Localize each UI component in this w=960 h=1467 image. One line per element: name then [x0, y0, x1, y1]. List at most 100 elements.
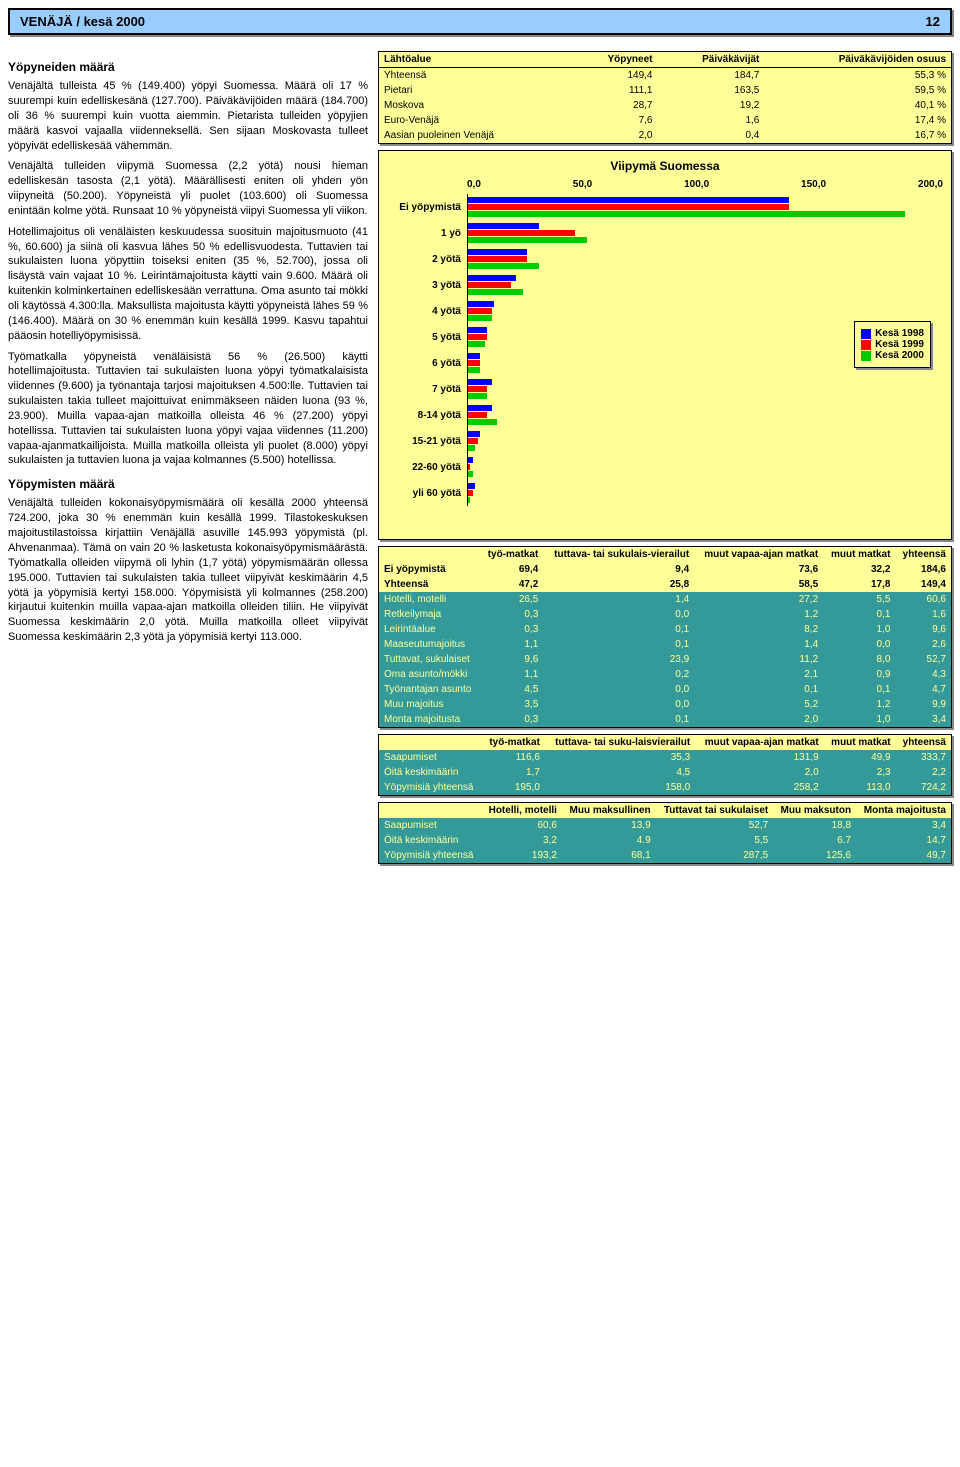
chart-title: Viipymä Suomessa [387, 159, 943, 173]
table-cell: 52,7 [895, 652, 951, 667]
table-cell: 32,2 [823, 562, 895, 577]
table-cell: 149,4 [570, 68, 657, 84]
table-cell: 49,9 [824, 750, 896, 765]
table-cell: 4,5 [545, 765, 695, 780]
table-cell: 3,5 [480, 697, 543, 712]
table-origin: LähtöalueYöpyneetPäiväkävijätPäiväkävijö… [378, 51, 952, 144]
chart-bar [468, 334, 487, 340]
table-cell: 0,1 [823, 682, 895, 697]
table-cell: 333,7 [896, 750, 952, 765]
table-cell: 1,6 [658, 113, 765, 128]
chart-bar [468, 445, 475, 451]
table-cell: Pietari [379, 83, 571, 98]
table-cell: 25,8 [543, 577, 694, 592]
chart-bar [468, 289, 523, 295]
table-cell: 6.7 [773, 833, 856, 848]
table-cell: 8,2 [694, 622, 823, 637]
table-cell: 724,2 [896, 780, 952, 796]
table-cell: 163,5 [658, 83, 765, 98]
table-header: Monta majoitusta [856, 803, 951, 819]
legend-item: Kesä 1999 [861, 339, 924, 350]
table-cell: Yöpymisiä yhteensä [379, 780, 483, 796]
chart-bar [468, 483, 475, 489]
table-header: tuttava- tai suku-laisvierailut [545, 735, 695, 751]
table-header [379, 803, 482, 819]
text-column: Yöpyneiden määrä Venäjältä tulleista 45 … [8, 51, 368, 870]
table-cell: 116,6 [482, 750, 545, 765]
table-cell: 1,6 [895, 607, 951, 622]
table-cell: 47,2 [480, 577, 543, 592]
table-cell: 17,8 [823, 577, 895, 592]
chart-row: 2 yötä [387, 246, 943, 272]
table-cell: 1,4 [694, 637, 823, 652]
chart-legend: Kesä 1998Kesä 1999Kesä 2000 [854, 321, 931, 368]
table-cell: 111,1 [570, 83, 657, 98]
table-header: muut matkat [824, 735, 896, 751]
table-cell: 28,7 [570, 98, 657, 113]
chart-row-label: yli 60 yötä [387, 488, 467, 499]
table-cell: 0,3 [480, 607, 543, 622]
table-cell: 16,7 % [764, 128, 951, 144]
table-cell: Tuttavat, sukulaiset [379, 652, 481, 667]
table-header: tuttava- tai sukulais-vierailut [543, 547, 694, 563]
para-1: Venäjältä tulleista 45 % (149.400) yöpyi… [8, 79, 368, 153]
table-cell: 60,6 [895, 592, 951, 607]
table-cell: 0,3 [480, 712, 543, 728]
chart-row-label: 6 yötä [387, 358, 467, 369]
table-accommodation: työ-matkattuttava- tai sukulais-vierailu… [378, 546, 952, 728]
chart-bar [468, 464, 470, 470]
table-cell: 5,5 [656, 833, 774, 848]
table-cell: 73,6 [694, 562, 823, 577]
table-cell: 0,1 [823, 607, 895, 622]
table-cell: 1,1 [480, 667, 543, 682]
table-header: Muu maksullinen [562, 803, 656, 819]
chart-bar [468, 204, 789, 210]
chart-row-label: 2 yötä [387, 254, 467, 265]
heading-1: Yöpyneiden määrä [8, 59, 368, 75]
table-cell: 1,4 [543, 592, 694, 607]
table-cell: Ei yöpymistä [379, 562, 481, 577]
chart-bar [468, 249, 527, 255]
table-cell: 59,5 % [764, 83, 951, 98]
table-arrivals-purpose: työ-matkattuttava- tai suku-laisvierailu… [378, 734, 952, 796]
table-cell: Yöpymisiä yhteensä [379, 848, 482, 864]
table-cell: 26,5 [480, 592, 543, 607]
table-header: yhteensä [895, 547, 951, 563]
para-2: Venäjältä tulleiden viipymä Suomessa (2,… [8, 159, 368, 218]
chart-bar [468, 211, 905, 217]
chart-row-label: 7 yötä [387, 384, 467, 395]
table-header: muut vapaa-ajan matkat [695, 735, 823, 751]
table-cell: 18,8 [773, 818, 856, 833]
heading-2: Yöpymisten määrä [8, 476, 368, 492]
chart-bar [468, 419, 497, 425]
table-cell: 19,2 [658, 98, 765, 113]
table-header: muut vapaa-ajan matkat [694, 547, 823, 563]
table-cell: 2,0 [695, 765, 823, 780]
chart-bar [468, 197, 789, 203]
stay-duration-chart: Viipymä Suomessa 0,050,0100,0150,0200,0 … [378, 150, 952, 540]
table-header: Päiväkävijöiden osuus [764, 52, 951, 68]
table-cell: 0,0 [823, 637, 895, 652]
table-cell: 11,2 [694, 652, 823, 667]
table-cell: 5,2 [694, 697, 823, 712]
table-cell: Monta majoitusta [379, 712, 481, 728]
table-cell: 3,4 [856, 818, 951, 833]
table-cell: 0,2 [543, 667, 694, 682]
table-cell: 2,0 [694, 712, 823, 728]
table-cell: 9,9 [895, 697, 951, 712]
table-cell: 9,6 [895, 622, 951, 637]
chart-row: 3 yötä [387, 272, 943, 298]
chart-bar [468, 256, 527, 262]
chart-bar [468, 393, 487, 399]
header-title: VENÄJÄ / kesä 2000 [20, 14, 145, 29]
table-cell: Oma asunto/mökki [379, 667, 481, 682]
table-cell: 14,7 [856, 833, 951, 848]
table-cell: Hotelli, motelli [379, 592, 481, 607]
table-cell: 0,1 [543, 712, 694, 728]
chart-row: Ei yöpymistä [387, 194, 943, 220]
chart-bar [468, 457, 473, 463]
chart-bar [468, 438, 478, 444]
header-page: 12 [926, 14, 940, 29]
chart-row: 1 yö [387, 220, 943, 246]
table-cell: 4.9 [562, 833, 656, 848]
